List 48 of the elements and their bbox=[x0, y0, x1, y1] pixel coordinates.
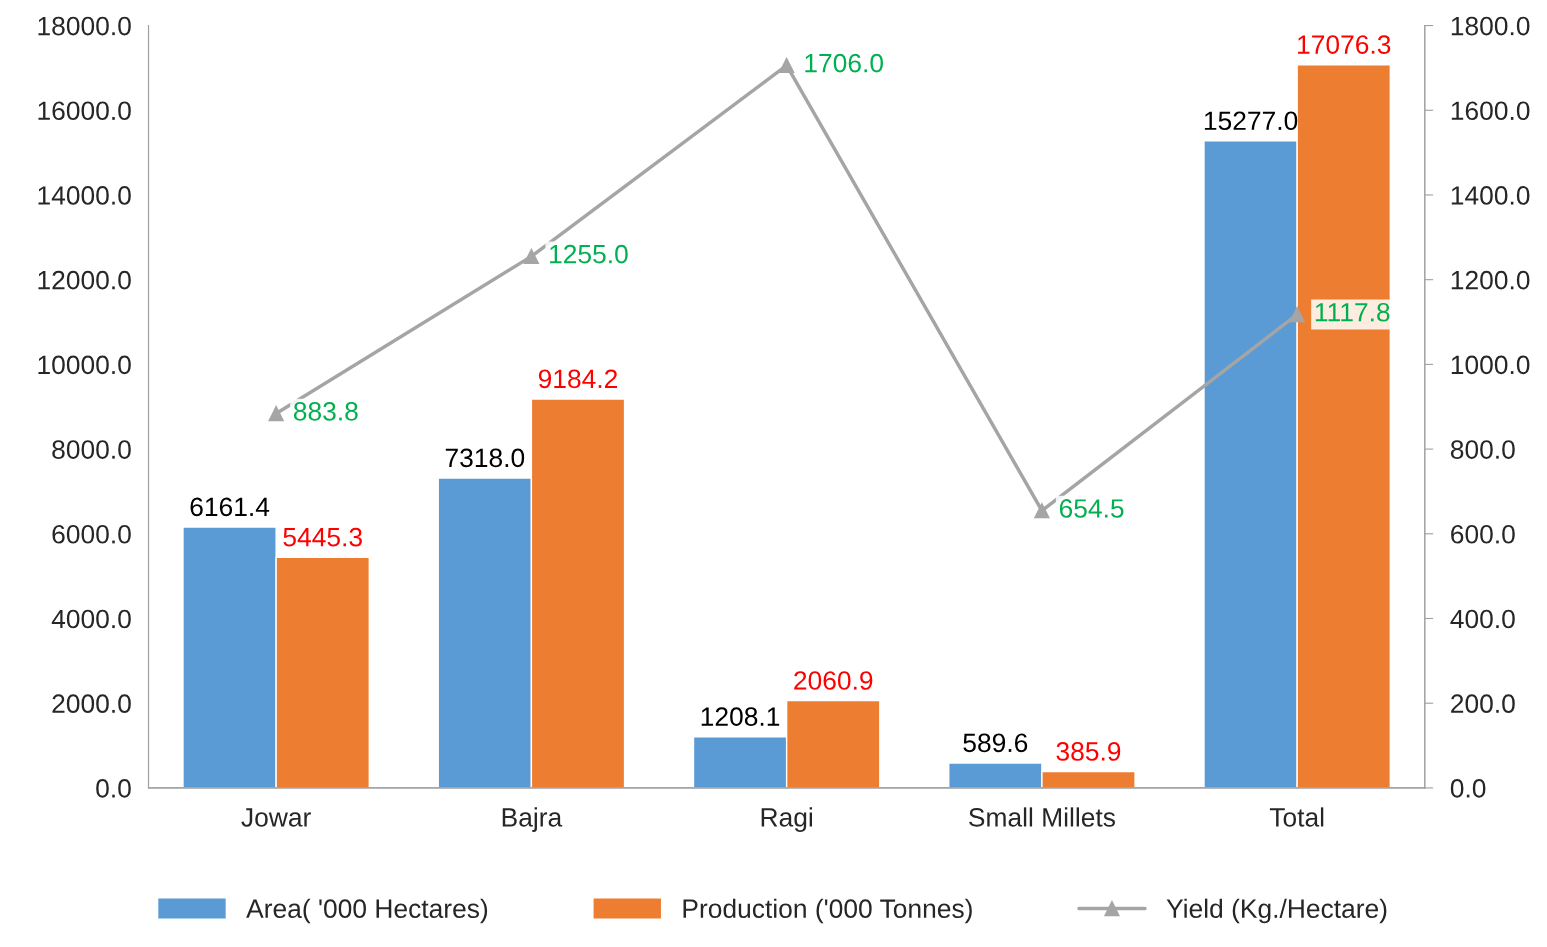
legend-label: Production ('000 Tonnes) bbox=[683, 898, 972, 924]
data-label: 654.5 bbox=[1059, 499, 1124, 518]
x-tick-label: Bajra bbox=[502, 807, 563, 832]
x-tick-label: Small Millets bbox=[969, 807, 1115, 827]
data-label: 883.8 bbox=[293, 401, 358, 421]
y2-tick-label: 800.0 bbox=[1450, 440, 1515, 459]
y-tick-label: 10000.0 bbox=[38, 355, 131, 375]
x-tick-label: Ragi bbox=[761, 807, 813, 832]
data-label: 1117.8 bbox=[1315, 302, 1390, 322]
y2-tick-label: 0.0 bbox=[1450, 779, 1486, 798]
data-label: 9184.2 bbox=[538, 369, 618, 389]
y-tick-label: 8000.0 bbox=[52, 440, 131, 459]
y2-tick-label: 1000.0 bbox=[1451, 355, 1530, 375]
point bbox=[268, 405, 284, 422]
y-tick-label: 12000.0 bbox=[38, 270, 131, 290]
y-tick-label: 4000.0 bbox=[51, 609, 131, 629]
data-label: 385.9 bbox=[1056, 742, 1121, 761]
point bbox=[1289, 306, 1305, 323]
legend-label: Yield (Kg./Hectare) bbox=[1166, 898, 1387, 924]
y-tick-label: 0.0 bbox=[96, 779, 131, 798]
data-label: 17076.3 bbox=[1298, 35, 1391, 54]
data-label: 5445.3 bbox=[283, 527, 362, 547]
data-label: 15277.0 bbox=[1204, 111, 1298, 131]
y2-tick-label: 1600.0 bbox=[1451, 101, 1530, 121]
y-tick-label: 2000.0 bbox=[52, 694, 131, 714]
data-label: 1706.0 bbox=[805, 53, 883, 73]
y-tick-label: 18000.0 bbox=[38, 16, 131, 36]
x-tick-label: Total bbox=[1269, 807, 1324, 827]
legend-label: Area( '000 Hectares) bbox=[246, 898, 488, 924]
y2-tick-label: 400.0 bbox=[1450, 609, 1515, 629]
data-label: 7318.0 bbox=[445, 448, 525, 468]
point bbox=[523, 248, 540, 265]
y2-tick-label: 1400.0 bbox=[1451, 186, 1530, 205]
point bbox=[1034, 503, 1050, 519]
data-label: 589.6 bbox=[963, 733, 1028, 753]
y2-tick-label: 1800.0 bbox=[1451, 16, 1530, 36]
y2-tick-label: 1200.0 bbox=[1451, 270, 1530, 290]
y-tick-label: 6000.0 bbox=[52, 524, 131, 544]
data-label: 1255.0 bbox=[550, 244, 628, 264]
data-label: 2060.9 bbox=[794, 671, 873, 690]
data-label: 6161.4 bbox=[190, 497, 270, 517]
x-tick-label: Jowar bbox=[241, 808, 311, 827]
data-label: 1208.1 bbox=[701, 707, 780, 726]
y-tick-label: 16000.0 bbox=[38, 101, 131, 121]
point bbox=[779, 57, 795, 74]
y-tick-label: 14000.0 bbox=[38, 186, 131, 205]
y2-tick-label: 200.0 bbox=[1451, 694, 1515, 714]
y2-tick-label: 600.0 bbox=[1451, 524, 1515, 544]
